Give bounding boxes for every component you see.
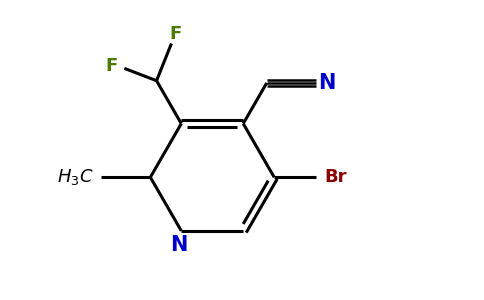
Text: N: N [318, 73, 336, 93]
Text: $H_3C$: $H_3C$ [57, 167, 93, 187]
Text: F: F [169, 25, 182, 43]
Text: F: F [106, 57, 118, 75]
Text: N: N [170, 235, 187, 255]
Text: Br: Br [324, 168, 347, 186]
